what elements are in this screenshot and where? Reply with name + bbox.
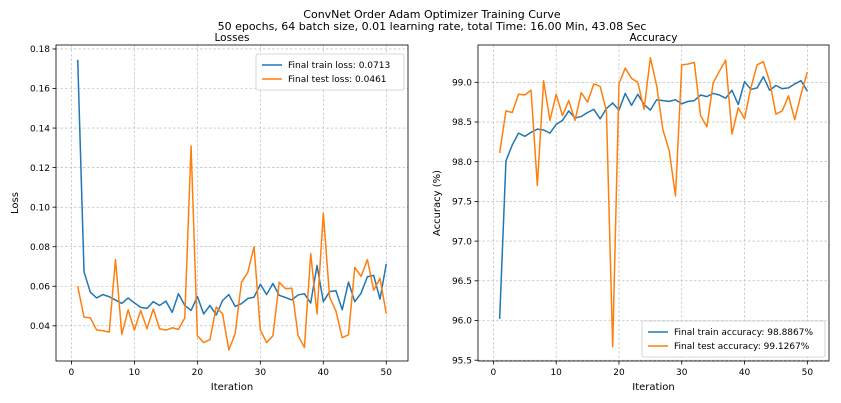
x-tick-label: 0	[491, 368, 497, 378]
x-axis-label: Iteration	[632, 382, 674, 393]
legend-label-test: Final test loss: 0.0461	[288, 75, 387, 85]
y-tick-label: 0.16	[30, 85, 50, 95]
x-tick-label: 10	[129, 368, 141, 378]
x-tick-label: 10	[550, 368, 562, 378]
legend-box	[255, 53, 405, 91]
y-tick-label: 0.04	[30, 322, 50, 332]
x-tick-label: 40	[739, 368, 751, 378]
y-tick-label: 98.0	[452, 158, 472, 168]
figure-title-line2: 50 epochs, 64 batch size, 0.01 learning …	[218, 20, 647, 33]
y-tick-label: 96.5	[452, 277, 472, 287]
x-tick-label: 40	[318, 368, 330, 378]
y-tick-label: 98.5	[452, 118, 472, 128]
plot-frame	[477, 44, 830, 362]
series-line-test	[76, 145, 388, 351]
x-tick-label: 20	[192, 368, 204, 378]
plot-frame	[55, 44, 409, 362]
x-tick-label: 30	[676, 368, 688, 378]
x-tick-label: 50	[381, 368, 393, 378]
legend-box	[641, 320, 826, 358]
y-tick-label: 0.06	[30, 282, 50, 292]
losses-panel: 0 10 20 30 40 50 0.04 0.06 0.08 0.10 0.12 0.14 0.16 0…	[10, 32, 409, 393]
y-tick-label: 96.0	[452, 317, 472, 327]
figure-title-line1: ConvNet Order Adam Optimizer Training Cu…	[303, 8, 561, 21]
x-tick-label: 30	[255, 368, 267, 378]
x-tick-label: 0	[69, 368, 75, 378]
y-tick-label: 0.12	[30, 164, 50, 174]
accuracy-panel: 0 10 20 30 40 50 95.5 96.0 96.5 97.0 97.5 98.0 98.5 9…	[432, 32, 830, 393]
x-tick-label: 50	[802, 368, 814, 378]
legend: Final train loss: 0.0713 Final test loss:…	[255, 53, 405, 91]
legend-label-test: Final test accuracy: 99.1267%	[674, 342, 810, 352]
y-tick-label: 99.0	[452, 79, 472, 89]
legend-label-train: Final train loss: 0.0713	[288, 61, 390, 71]
axes-title: Accuracy	[630, 32, 678, 44]
x-tick-label: 20	[613, 368, 625, 378]
y-tick-label: 97.0	[452, 237, 472, 247]
axes-title: Losses	[215, 32, 250, 44]
series-line-train	[76, 59, 388, 316]
x-axis-label: Iteration	[211, 382, 253, 393]
legend-label-train: Final train accuracy: 98.8867%	[674, 328, 813, 338]
y-axis-label: Accuracy (%)	[432, 170, 443, 236]
y-tick-label: 97.5	[452, 198, 472, 208]
y-tick-label: 0.08	[30, 243, 50, 253]
y-tick-label: 95.5	[452, 356, 472, 366]
y-tick-label: 0.14	[30, 124, 50, 134]
series-line-test	[498, 56, 809, 348]
y-tick-label: 0.10	[30, 203, 50, 213]
legend: Final train accuracy: 98.8867% Final test…	[641, 320, 826, 358]
y-tick-label: 0.18	[30, 45, 50, 55]
series-line-train	[498, 76, 808, 319]
y-axis-label: Loss	[10, 192, 21, 214]
